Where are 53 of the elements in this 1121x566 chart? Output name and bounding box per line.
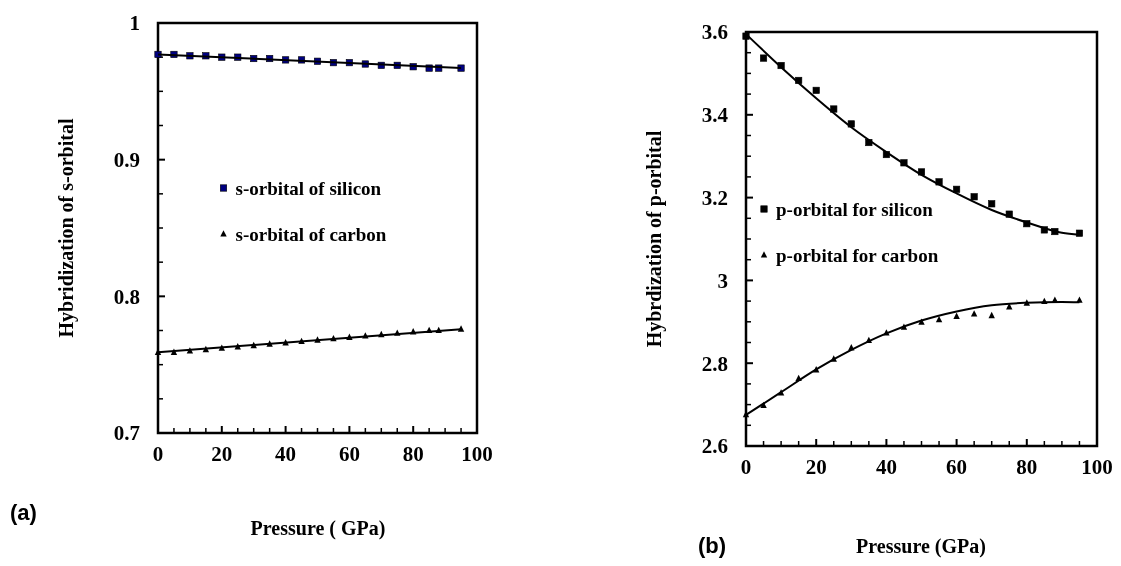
legend-label: s-orbital of silicon [235, 177, 382, 199]
x-tick-label: 40 [275, 442, 297, 466]
text: (b) [698, 533, 727, 558]
x-tick-label: 100 [1081, 455, 1113, 479]
x-tick-label: 40 [875, 455, 897, 479]
y-tick-label: 3.2 [701, 185, 728, 210]
point [1005, 210, 1013, 218]
x-tick-label: 60 [338, 442, 360, 466]
point [742, 32, 750, 40]
y-tick-label: 1 [129, 11, 140, 36]
text: (a) [10, 500, 37, 525]
point [1023, 220, 1031, 228]
point [900, 159, 908, 167]
point [970, 310, 978, 317]
y-tick-label: 0.9 [113, 148, 140, 173]
y-tick-label: 2.8 [701, 351, 728, 376]
y-tick-label: 3.4 [701, 103, 729, 128]
point [812, 86, 820, 94]
x-tick-label: 0 [740, 455, 752, 479]
point [186, 347, 194, 354]
x-axis-title: Pressure ( GPa) [250, 517, 386, 540]
point [847, 120, 855, 128]
x-axis-title: Pressure (GPa) [856, 535, 986, 558]
point [970, 193, 978, 201]
point [795, 76, 803, 84]
legend-label: s-orbital of carbon [235, 223, 387, 245]
point [760, 54, 768, 62]
y-axis-title: Hybridization of s-orbital [55, 118, 78, 338]
y-tick-label: 0.7 [113, 421, 140, 446]
x-tick-label: 80 [1016, 455, 1038, 479]
point [830, 105, 838, 113]
point [935, 178, 943, 186]
x-tick-label: 60 [946, 455, 968, 479]
y-tick-label: 2.6 [701, 434, 728, 459]
point [988, 200, 996, 208]
point [988, 311, 995, 319]
point [953, 312, 960, 320]
x-tick-label: 20 [211, 442, 233, 466]
y-tick-label: 3 [717, 268, 728, 293]
x-tick-label: 0 [152, 442, 164, 466]
point [1075, 229, 1083, 237]
x-tick-label: 20 [805, 455, 827, 479]
point [953, 185, 961, 193]
y-tick-label: 0.8 [113, 284, 140, 309]
point [918, 318, 925, 325]
point [457, 325, 465, 332]
point [935, 315, 943, 323]
y-tick-label: 3.6 [701, 20, 728, 45]
legend-label: p-orbital for carbon [776, 244, 939, 266]
y-axis-title: Hybrdization of p-orbital [643, 130, 666, 348]
legend-label: p-orbital for silicon [776, 198, 934, 220]
x-tick-label: 100 [461, 442, 493, 466]
x-tick-label: 80 [402, 442, 424, 466]
